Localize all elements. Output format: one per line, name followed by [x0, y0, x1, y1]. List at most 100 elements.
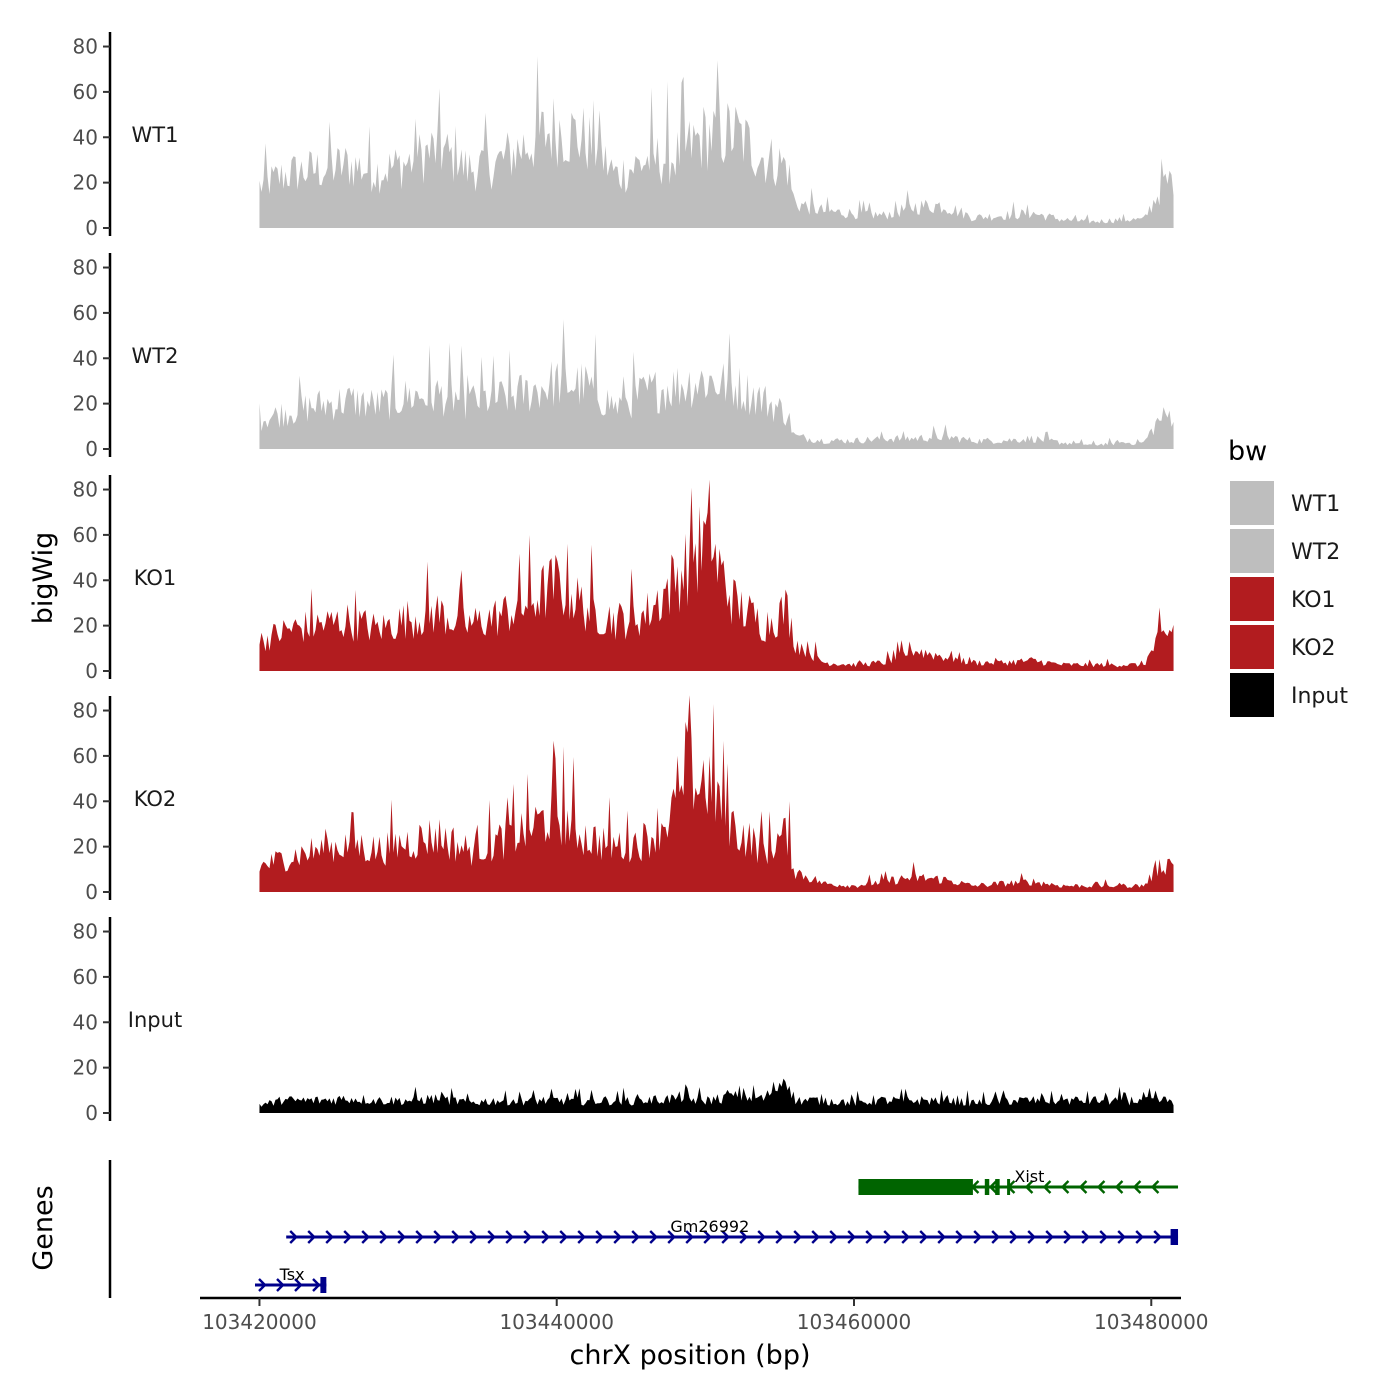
strand-chevron [595, 1230, 604, 1244]
strand-chevron [312, 1278, 321, 1292]
strand-chevron [811, 1230, 820, 1244]
strand-chevron [1081, 1230, 1090, 1244]
strand-chevron [988, 1180, 998, 1194]
genes-panel: Xist Gm26992 Tsx [108, 1160, 1179, 1298]
legend-swatch-ko2 [1228, 623, 1276, 671]
gene-label: Xist [1014, 1167, 1044, 1186]
strand-chevron [415, 1230, 424, 1244]
y-tick-label: 40 [73, 789, 98, 813]
y-tick-label: 20 [73, 614, 98, 638]
strand-chevron [916, 1180, 926, 1194]
y-tick-label: 0 [85, 216, 98, 240]
y-tick-label: 60 [73, 523, 98, 547]
strand-chevron [757, 1230, 766, 1244]
strand-chevron [505, 1230, 514, 1244]
x-tick-label: 103480000 [1094, 1310, 1209, 1334]
gene-label: Tsx [279, 1265, 305, 1284]
gene-tsx: Tsx [254, 1265, 327, 1293]
strand-chevron [775, 1230, 784, 1244]
strand-chevron [1006, 1180, 1016, 1194]
strand-chevron [294, 1278, 303, 1292]
strand-chevron [1132, 1180, 1142, 1194]
y-tick-label: 60 [73, 80, 98, 104]
y-tick-label: 0 [85, 880, 98, 904]
legend-label-input: Input [1291, 684, 1348, 709]
legend-swatch-ko1 [1228, 575, 1276, 623]
legend-label-ko2: KO2 [1291, 636, 1336, 661]
coverage-area-wt2 [259, 319, 1174, 449]
track-ko2: 0 20 40 60 80 KO2 [73, 695, 1174, 904]
strand-chevron [847, 1230, 856, 1244]
strand-chevron [970, 1180, 980, 1194]
strand-chevron [559, 1230, 568, 1244]
legend-label-wt1: WT1 [1291, 492, 1340, 517]
gene-exon [995, 1179, 1000, 1195]
strand-chevron [433, 1230, 442, 1244]
strand-chevron [649, 1230, 658, 1244]
legend-label-wt2: WT2 [1291, 540, 1340, 565]
strand-chevron [379, 1230, 388, 1244]
legend-swatch-wt1 [1228, 479, 1276, 527]
strand-chevron [1009, 1230, 1018, 1244]
gene-gm26992: Gm26992 [286, 1217, 1179, 1245]
track-ko1: 0 20 40 60 80 KO1 [73, 475, 1174, 683]
strand-chevron [523, 1230, 532, 1244]
strand-chevron [1153, 1230, 1162, 1244]
strand-chevron [1099, 1230, 1108, 1244]
strand-chevron [487, 1230, 496, 1244]
strand-chevron [1060, 1180, 1070, 1194]
y-tick-label: 80 [73, 920, 98, 944]
x-tick-label: 103440000 [499, 1310, 614, 1334]
strand-chevron [1117, 1230, 1126, 1244]
strand-chevron [451, 1230, 460, 1244]
strand-chevron [1135, 1230, 1144, 1244]
strand-chevron [469, 1230, 478, 1244]
track-label: WT1 [132, 123, 179, 147]
strand-chevron [1042, 1180, 1052, 1194]
y-tick-label: 20 [73, 392, 98, 416]
x-axis: 103420000 103440000 103460000 103480000 [200, 1296, 1209, 1334]
track-wt2: 0 20 40 60 80 WT2 [73, 253, 1174, 461]
strand-chevron [258, 1278, 267, 1292]
track-label: KO2 [134, 787, 177, 811]
strand-chevron [991, 1230, 1000, 1244]
track-label: WT2 [132, 344, 179, 368]
y-tick-label: 0 [85, 437, 98, 461]
gene-label: Gm26992 [670, 1217, 749, 1236]
strand-chevron [685, 1230, 694, 1244]
strand-chevron [1114, 1180, 1124, 1194]
strand-chevron [1063, 1230, 1072, 1244]
strand-chevron [577, 1230, 586, 1244]
y-tick-label: 20 [73, 1056, 98, 1080]
coverage-area-ko2 [259, 695, 1174, 892]
strand-chevron [919, 1230, 928, 1244]
y-tick-label: 0 [85, 659, 98, 683]
strand-chevron [793, 1230, 802, 1244]
strand-chevron [1096, 1180, 1106, 1194]
y-tick-label: 40 [73, 346, 98, 370]
track-input: 0 20 40 60 80 Input [73, 917, 1174, 1125]
gene-exon [984, 1179, 990, 1195]
track-label: KO1 [134, 566, 177, 590]
y-tick-label: 80 [73, 478, 98, 502]
x-tick-label: 103420000 [202, 1310, 317, 1334]
strand-chevron [1024, 1180, 1034, 1194]
strand-chevron [865, 1230, 874, 1244]
strand-chevron [934, 1180, 944, 1194]
strand-chevron [631, 1230, 640, 1244]
y-tick-label: 40 [73, 1010, 98, 1034]
strand-chevron [703, 1230, 712, 1244]
strand-chevron [667, 1230, 676, 1244]
strand-chevron [952, 1180, 962, 1194]
strand-chevron [973, 1230, 982, 1244]
strand-chevron [613, 1230, 622, 1244]
y-tick-label: 20 [73, 835, 98, 859]
strand-chevron [1150, 1180, 1160, 1194]
strand-chevron [739, 1230, 748, 1244]
strand-chevron [901, 1230, 910, 1244]
strand-chevron [829, 1230, 838, 1244]
legend-swatch-wt2 [1228, 527, 1276, 575]
y-tick-label: 0 [85, 1101, 98, 1125]
y-tick-label: 60 [73, 744, 98, 768]
